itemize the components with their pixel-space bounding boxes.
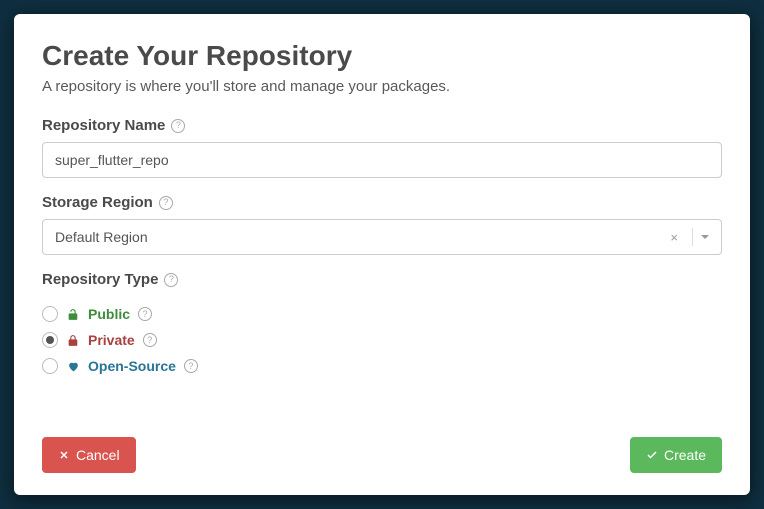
help-icon[interactable]: ?: [184, 359, 198, 373]
chevron-down-icon: [701, 235, 709, 239]
radio-indicator: [42, 332, 58, 348]
create-repository-dialog: Create Your Repository A repository is w…: [14, 14, 750, 495]
repository-name-group: Repository Name ?: [42, 117, 722, 178]
help-icon[interactable]: ?: [159, 196, 173, 210]
cancel-button-label: Cancel: [76, 447, 120, 463]
create-button[interactable]: Create: [630, 437, 722, 473]
help-icon[interactable]: ?: [171, 119, 185, 133]
radio-private-label: Private: [88, 332, 135, 348]
dialog-subtitle: A repository is where you'll store and m…: [42, 78, 722, 95]
lock-icon: [66, 334, 80, 347]
storage-region-select[interactable]: Default Region ×: [42, 219, 722, 255]
radio-public[interactable]: Public ?: [42, 306, 722, 322]
clear-icon[interactable]: ×: [670, 230, 678, 245]
repository-name-input[interactable]: [42, 142, 722, 178]
storage-region-group: Storage Region ? Default Region ×: [42, 194, 722, 255]
close-icon: [58, 449, 70, 461]
repository-type-group: Repository Type ? Public ? Private ?: [42, 271, 722, 374]
repository-type-options: Public ? Private ? Open-Source ?: [42, 306, 722, 374]
radio-opensource[interactable]: Open-Source ?: [42, 358, 722, 374]
radio-public-label: Public: [88, 306, 130, 322]
help-icon[interactable]: ?: [164, 273, 178, 287]
dialog-title: Create Your Repository: [42, 40, 722, 72]
cancel-button[interactable]: Cancel: [42, 437, 136, 473]
heart-icon: [66, 360, 80, 373]
check-icon: [646, 449, 658, 461]
repository-name-label-text: Repository Name: [42, 117, 165, 134]
help-icon[interactable]: ?: [143, 333, 157, 347]
storage-region-label: Storage Region ?: [42, 194, 173, 211]
unlock-icon: [66, 308, 80, 321]
radio-private[interactable]: Private ?: [42, 332, 722, 348]
radio-indicator: [42, 358, 58, 374]
dialog-footer: Cancel Create: [42, 437, 722, 473]
divider: [692, 228, 693, 246]
radio-indicator: [42, 306, 58, 322]
help-icon[interactable]: ?: [138, 307, 152, 321]
radio-opensource-label: Open-Source: [88, 358, 176, 374]
repository-type-label-text: Repository Type: [42, 271, 158, 288]
repository-name-label: Repository Name ?: [42, 117, 185, 134]
repository-type-label: Repository Type ?: [42, 271, 178, 288]
storage-region-value: Default Region: [55, 229, 670, 245]
storage-region-label-text: Storage Region: [42, 194, 153, 211]
create-button-label: Create: [664, 447, 706, 463]
